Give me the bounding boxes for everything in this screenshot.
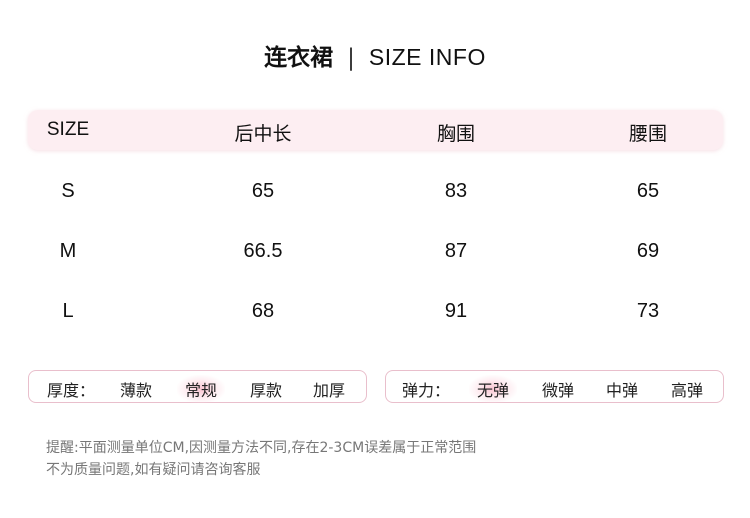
cell: 83	[444, 180, 468, 202]
header-size: SIZE	[46, 119, 90, 140]
elasticity-option: 高弹	[670, 381, 704, 400]
cell: 66.5	[243, 240, 283, 262]
elasticity-option: 微弹	[541, 381, 575, 400]
note-line: 不为质量问题,如有疑问请咨询客服	[46, 462, 261, 478]
cell: 65	[636, 180, 660, 202]
thickness-option: 加厚	[312, 381, 346, 400]
title-en: SIZE INFO	[368, 44, 486, 70]
page-title: 连衣裙 | SIZE INFO	[0, 38, 750, 72]
header-waist: 腰围	[628, 123, 668, 145]
header-bust: 胸围	[436, 123, 476, 145]
elasticity-label: 弹力：	[401, 381, 451, 400]
table-header: SIZE 后中长 胸围 腰围	[28, 110, 723, 150]
title-separator: |	[347, 45, 355, 71]
header-length: 后中长	[234, 123, 292, 145]
note-line: 提醒:平面测量单位CM,因测量方法不同,存在2-3CM误差属于正常范围	[46, 440, 477, 456]
elasticity-option: 中弹	[605, 381, 639, 400]
cell: S	[61, 180, 75, 202]
cell: 87	[444, 240, 468, 262]
thickness-label: 厚度：	[46, 381, 96, 400]
thickness-option: 厚款	[249, 381, 283, 400]
cell: 69	[636, 240, 660, 262]
cell: 65	[251, 180, 275, 202]
elasticity-box: 弹力： 无弹 微弹 中弹 高弹	[385, 370, 724, 403]
cell: 91	[444, 300, 468, 322]
cell: L	[62, 300, 74, 322]
cell: 73	[636, 300, 660, 322]
cell: 68	[251, 300, 275, 322]
thickness-option: 薄款	[119, 381, 153, 400]
elasticity-option-selected: 无弹	[468, 375, 518, 403]
cell: M	[59, 240, 77, 262]
thickness-option-selected: 常规	[176, 375, 226, 403]
thickness-box: 厚度： 薄款 常规 厚款 加厚	[28, 370, 367, 403]
title-cn: 连衣裙	[264, 45, 334, 71]
